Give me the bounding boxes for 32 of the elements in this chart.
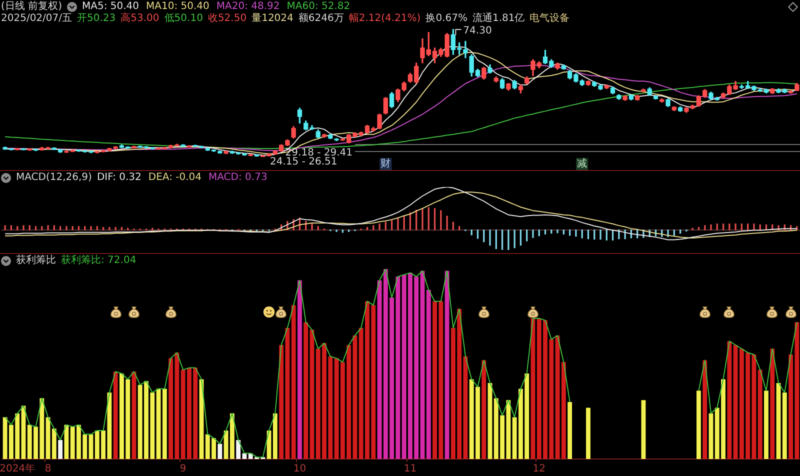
text: DIF: 0.32 — [96, 172, 142, 184]
text: MA5: 50.40 — [82, 1, 139, 12]
chart-title: (日线 前复权) — [1, 1, 62, 13]
x-tick-label: 2024年 — [0, 462, 36, 475]
text: 幅2.12(4.21%) — [348, 13, 421, 25]
text: 减 — [577, 158, 588, 170]
text: 财 — [380, 158, 391, 170]
x-tick-label: 9 — [180, 464, 186, 475]
text: 换0.67% — [426, 13, 468, 25]
text: 收52.50 — [208, 13, 247, 25]
text: 流通1.81亿 — [472, 13, 525, 25]
text: MA10: 50.40 — [146, 1, 210, 13]
x-tick-label: 8 — [44, 464, 52, 475]
text: 额6246万 — [298, 13, 344, 25]
annotation: 74.30 — [463, 26, 492, 37]
text: 高53.00 — [120, 13, 160, 25]
text: MA60: 52.82 — [286, 1, 350, 12]
x-tick-label: 10 — [293, 464, 306, 475]
text: 量12024 — [252, 13, 294, 25]
x-tick-label: 12 — [532, 464, 546, 475]
text: 开50.23 — [77, 13, 116, 25]
text: MA20: 48.92 — [216, 1, 280, 13]
text: 获利筹比: 72.04 — [61, 255, 136, 267]
text: 低50.10 — [164, 13, 203, 25]
chart-title: 获利筹比 — [16, 255, 56, 267]
chart-subtitle: 2025/02/07/五 — [1, 13, 72, 25]
text: MACD: 0.73 — [208, 172, 268, 184]
text: 电气设备 — [530, 13, 570, 25]
chart-title: MACD(12,26,9) — [16, 172, 92, 184]
x-tick-label: 11 — [404, 464, 417, 475]
text: DEA: -0.04 — [148, 172, 202, 184]
annotation: 24.15 - 26.51 — [270, 156, 338, 168]
